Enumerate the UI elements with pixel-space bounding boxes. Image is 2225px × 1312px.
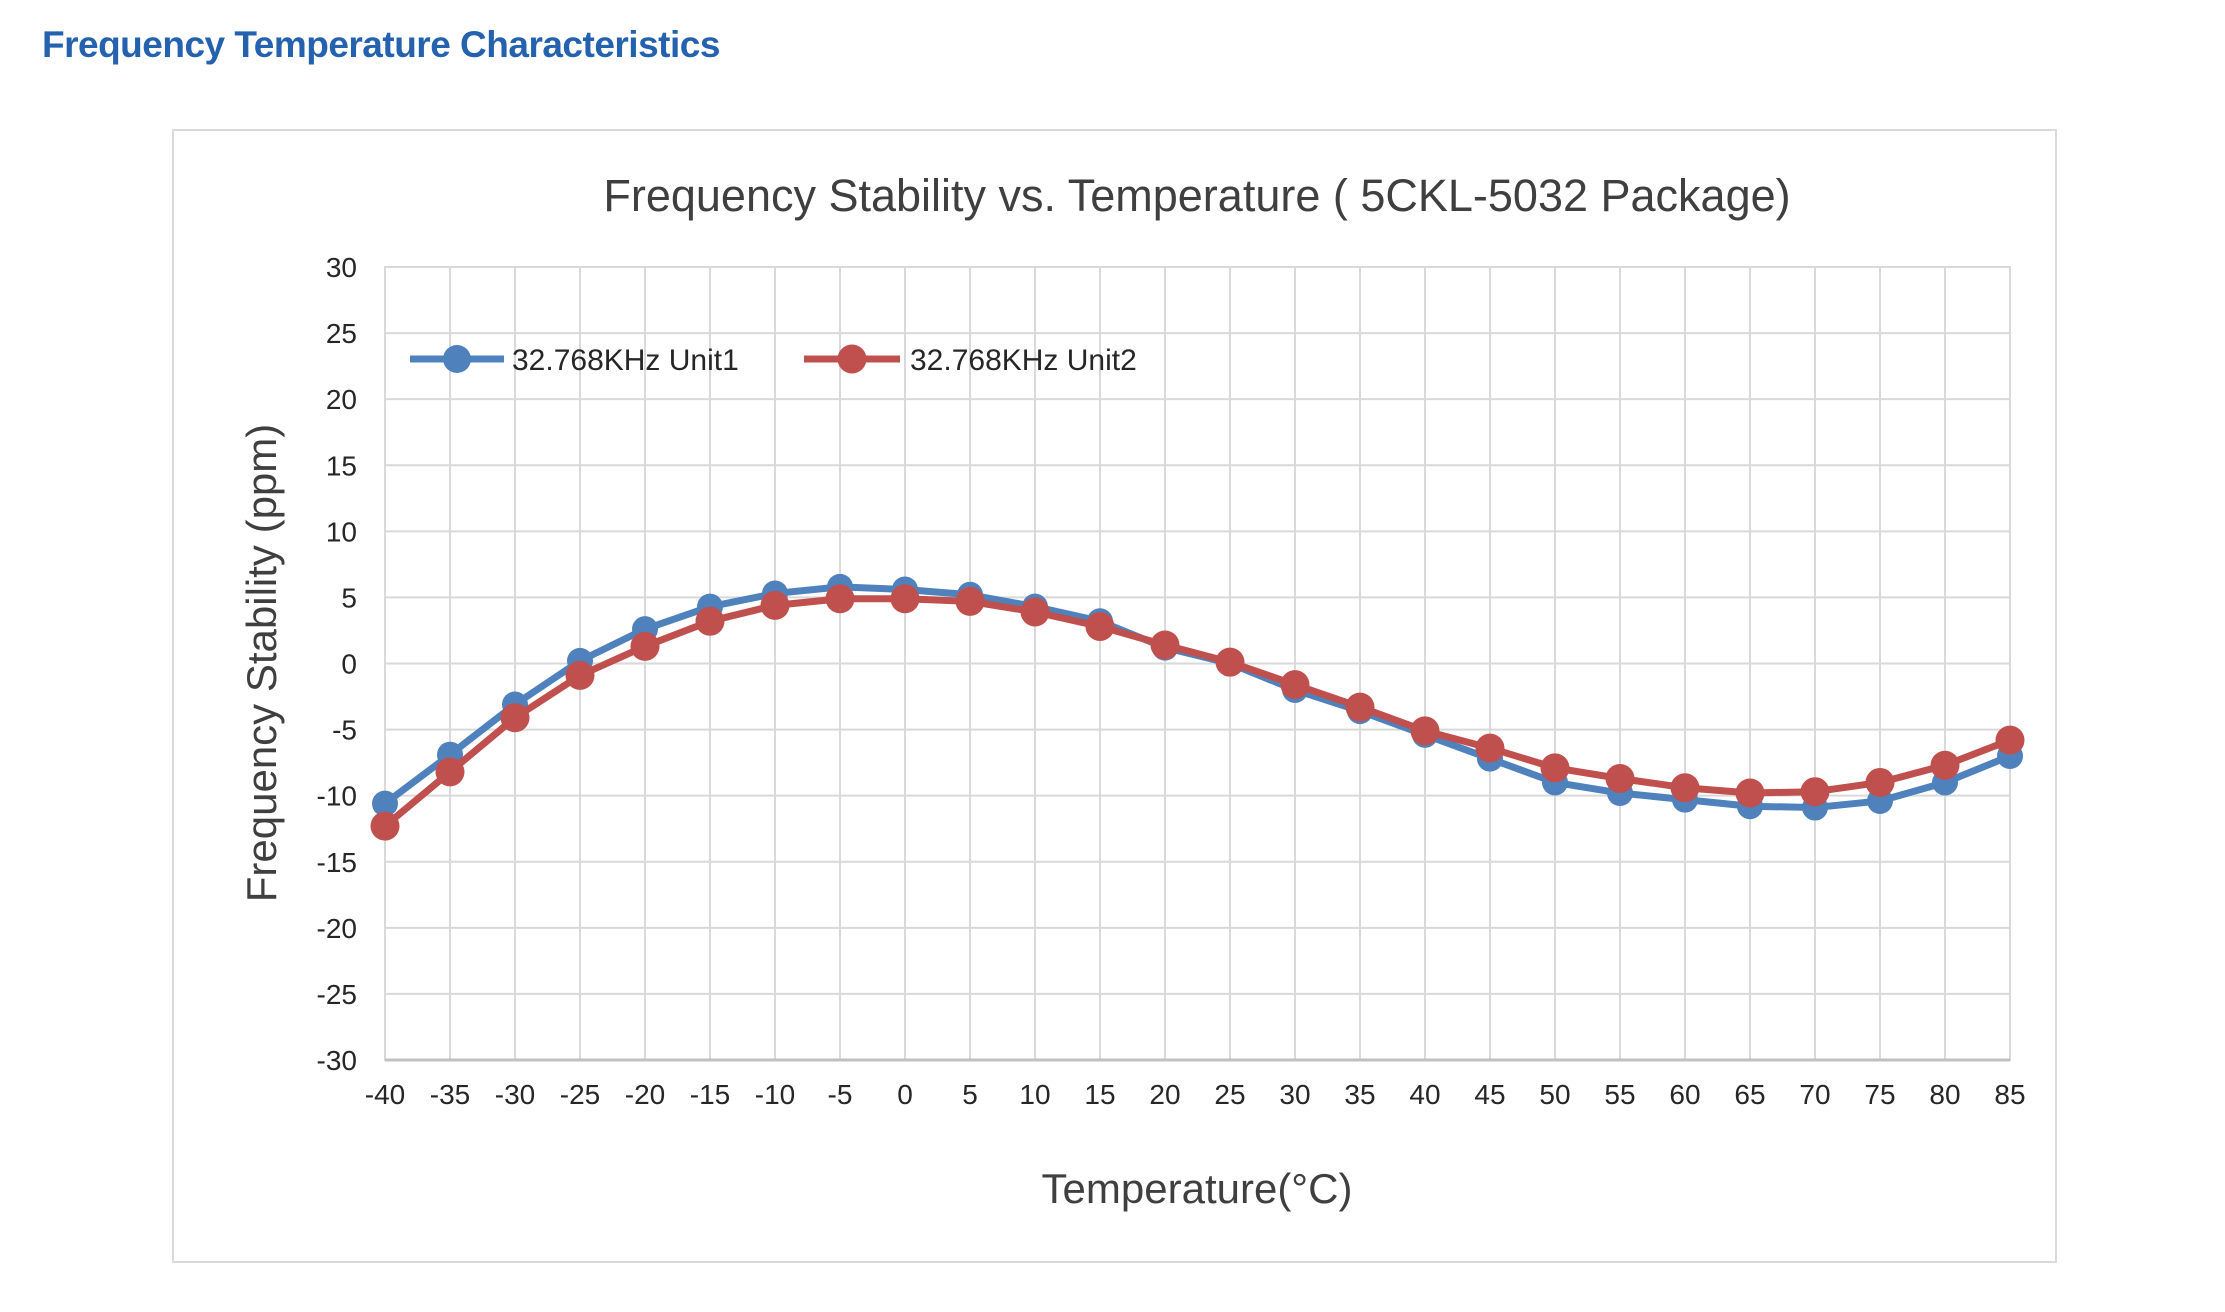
line-chart: -40 -35 -30 -25 -20 -15 -10 -5 0 5 10 15 20 25 30 35 40 4… bbox=[238, 170, 2026, 1212]
data-point-marker-unit2 bbox=[760, 590, 790, 620]
y-axis-title: Frequency Stability (ppm) bbox=[238, 424, 285, 903]
legend-marker-dot-unit1 bbox=[443, 345, 471, 373]
x-tick-label: -15 bbox=[690, 1079, 730, 1110]
y-tick-label: -25 bbox=[317, 979, 357, 1010]
data-point-marker-unit2 bbox=[1800, 777, 1830, 807]
y-tick-label: 20 bbox=[326, 384, 357, 415]
x-tick-label: -20 bbox=[625, 1079, 665, 1110]
x-tick-label: 10 bbox=[1019, 1079, 1050, 1110]
x-tick-label: -40 bbox=[365, 1079, 405, 1110]
tick-layer: -40 -35 -30 -25 -20 -15 -10 -5 0 5 10 15 20 25 30 35 40 4… bbox=[317, 252, 2026, 1110]
x-tick-label: 85 bbox=[1994, 1079, 2025, 1110]
y-tick-label: 25 bbox=[326, 318, 357, 349]
data-point-marker-unit2 bbox=[1345, 692, 1375, 722]
data-point-marker-unit2 bbox=[1215, 647, 1245, 677]
data-point-marker-unit2 bbox=[1930, 750, 1960, 780]
x-axis-title: Temperature(°C) bbox=[1042, 1165, 1353, 1212]
x-tick-label: 25 bbox=[1214, 1079, 1245, 1110]
data-point-marker-unit2 bbox=[1735, 778, 1765, 808]
x-tick-label: 55 bbox=[1604, 1079, 1635, 1110]
data-point-marker-unit2 bbox=[1150, 630, 1180, 660]
data-point-marker-unit2 bbox=[825, 584, 855, 614]
data-point-marker-unit2 bbox=[1280, 670, 1310, 700]
x-tick-label: 30 bbox=[1279, 1079, 1310, 1110]
data-point-marker-unit2 bbox=[890, 584, 920, 614]
x-tick-label: -10 bbox=[755, 1079, 795, 1110]
chart-title: Frequency Stability vs. Temperature ( 5C… bbox=[603, 170, 1790, 221]
x-tick-label: 5 bbox=[962, 1079, 978, 1110]
x-tick-label: 65 bbox=[1734, 1079, 1765, 1110]
x-tick-label: 45 bbox=[1474, 1079, 1505, 1110]
data-point-marker-unit1 bbox=[372, 790, 398, 817]
x-tick-label: -30 bbox=[495, 1079, 535, 1110]
x-tick-label: 80 bbox=[1929, 1079, 1960, 1110]
y-tick-label: -5 bbox=[332, 715, 357, 746]
data-point-marker-unit2 bbox=[695, 606, 725, 636]
chart-panel: -40 -35 -30 -25 -20 -15 -10 -5 0 5 10 15 20 25 30 35 40 4… bbox=[172, 129, 2057, 1263]
legend-marker-dot-unit2 bbox=[837, 344, 867, 374]
y-tick-label: -15 bbox=[317, 847, 357, 878]
x-tick-label: -35 bbox=[430, 1079, 470, 1110]
x-tick-label: 15 bbox=[1084, 1079, 1115, 1110]
data-point-marker-unit2 bbox=[1410, 716, 1440, 746]
data-point-marker-unit2 bbox=[500, 703, 530, 733]
x-tick-label: 35 bbox=[1344, 1079, 1375, 1110]
legend-label-unit1: 32.768KHz Unit1 bbox=[512, 344, 739, 377]
legend-label-unit2: 32.768KHz Unit2 bbox=[910, 344, 1137, 377]
y-tick-label: 15 bbox=[326, 450, 357, 481]
x-tick-label: 0 bbox=[897, 1079, 913, 1110]
series-line-unit1 bbox=[381, 583, 2014, 812]
data-point-marker-unit2 bbox=[565, 660, 595, 690]
y-tick-label: 30 bbox=[326, 252, 357, 283]
data-point-marker-unit2 bbox=[370, 811, 400, 841]
x-tick-label: 60 bbox=[1669, 1079, 1700, 1110]
data-point-marker-unit2 bbox=[630, 631, 660, 661]
series-line-unit2 bbox=[381, 595, 2014, 830]
data-point-marker-unit2 bbox=[1540, 753, 1570, 783]
y-tick-label: 10 bbox=[326, 516, 357, 547]
y-tick-label: -20 bbox=[317, 913, 357, 944]
x-tick-label: 70 bbox=[1799, 1079, 1830, 1110]
data-point-marker-unit2 bbox=[1020, 597, 1050, 627]
x-tick-label: 40 bbox=[1409, 1079, 1440, 1110]
grid-layer bbox=[384, 266, 2011, 1062]
data-point-marker-unit2 bbox=[1605, 763, 1635, 793]
y-tick-label: -10 bbox=[317, 781, 357, 812]
y-tick-label: 5 bbox=[341, 582, 357, 613]
x-tick-label: 50 bbox=[1539, 1079, 1570, 1110]
data-point-marker-unit2 bbox=[1475, 733, 1505, 763]
x-tick-label: 75 bbox=[1864, 1079, 1895, 1110]
x-tick-label: 20 bbox=[1149, 1079, 1180, 1110]
series-layer bbox=[370, 573, 2025, 841]
y-tick-label: -30 bbox=[317, 1045, 357, 1076]
data-point-marker-unit2 bbox=[955, 586, 985, 616]
y-tick-label: 0 bbox=[341, 649, 357, 680]
legend: 32.768KHz Unit1 32.768KHz Unit2 bbox=[410, 344, 1137, 377]
data-point-marker-unit2 bbox=[1995, 725, 2025, 755]
data-point-marker-unit2 bbox=[1670, 773, 1700, 803]
page-title: Frequency Temperature Characteristics bbox=[42, 24, 720, 65]
x-tick-label: -5 bbox=[828, 1079, 853, 1110]
data-point-marker-unit2 bbox=[1865, 767, 1895, 797]
data-point-marker-unit2 bbox=[1085, 611, 1115, 641]
data-point-marker-unit2 bbox=[435, 757, 465, 787]
x-tick-label: -25 bbox=[560, 1079, 600, 1110]
